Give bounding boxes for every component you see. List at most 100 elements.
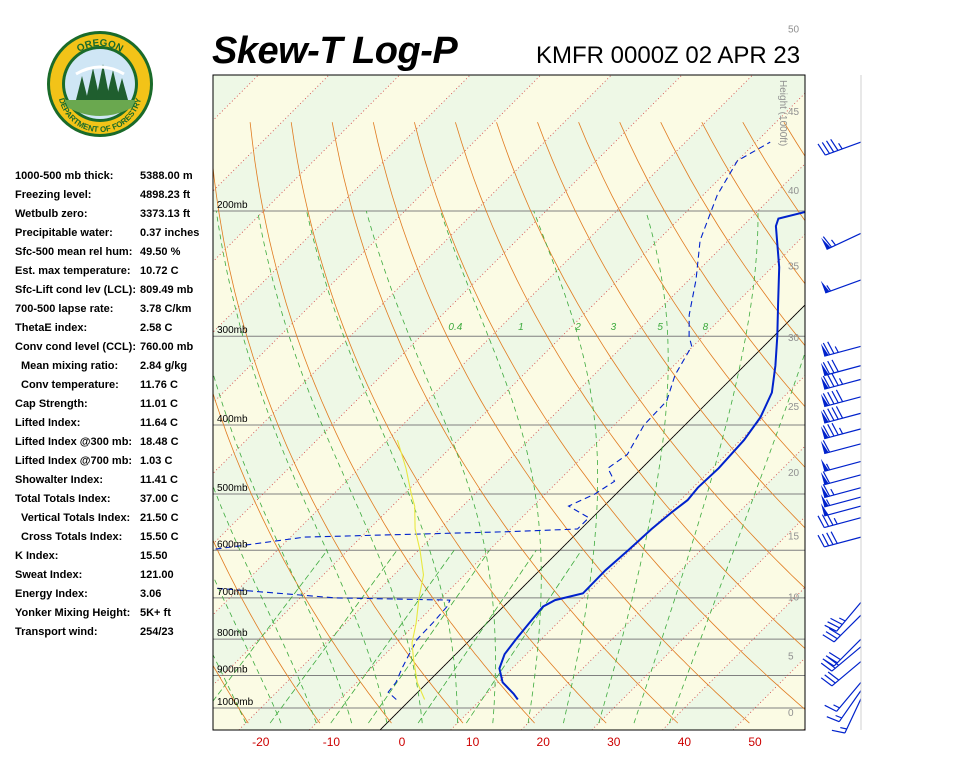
wind-barb-staff [824,428,862,440]
wind-barb-half-flag [833,517,838,525]
zero-isotherm-line [379,304,805,730]
station-time-label: KMFR 0000Z 02 APR 23 [536,42,801,69]
logo-top-text: OREGON [75,38,125,55]
wind-barb-pennant [820,441,829,454]
dry-adiabat-line [213,539,321,724]
isotherm-line [662,586,805,730]
wind-barb-flag [822,236,832,248]
wind-barb-half-flag [835,714,843,719]
index-row: ThetaE index: 2.58 C [15,319,215,338]
index-row: K Index: 15.50 [15,547,215,566]
moist-adiabat-line [440,210,542,724]
wind-barb [820,646,862,672]
index-label: K Index: [15,550,59,562]
wind-barb-flag [822,362,831,375]
wind-barb-half-flag [839,617,846,622]
index-row: Showalter Index: 11.41 C [15,471,215,490]
wind-barb-flag [821,533,830,547]
height-tick-label: 40 [788,186,800,197]
moist-adiabat-line [215,210,388,724]
dry-adiabat-line [825,122,960,723]
wind-barb-flag [828,627,841,637]
wind-barb-pennant [820,343,829,357]
wind-barb-flag [822,409,831,422]
isotherm-line [0,75,47,730]
wind-barb-flag [822,425,831,438]
dry-adiabat-line [578,122,805,468]
dry-adiabat-line [537,122,805,529]
wind-barb-flag [817,143,826,156]
index-value: 11.41 C [140,474,178,486]
temperature-band [874,75,960,730]
index-label: Vertical Totals Index: [21,512,131,524]
mixing-ratio-line [213,550,328,702]
wind-barb-staff [824,487,862,499]
wind-barb-flag [822,440,831,453]
wind-barb-flag [831,359,839,372]
index-label: Sfc-500 mean rel hum: [15,246,133,258]
index-row: Total Totals Index: 37.00 C [15,490,215,509]
wind-barb-staff [831,660,862,687]
wind-barb [820,471,862,486]
dry-adiabat-line [619,122,805,408]
height-tick-label: 5 [788,651,794,662]
temperature-band [213,75,805,686]
wind-barb-staff [833,638,862,667]
wind-barb [820,494,862,508]
index-label: Lifted Index @300 mb: [15,436,133,448]
isobar-label: 900mb [217,664,248,675]
index-value: 49.50 % [140,246,181,258]
x-tick-label: 40 [678,735,692,749]
wind-barb-flag [822,342,831,355]
wind-barb-flag [831,373,839,386]
wind-barb-flag [826,716,840,723]
wind-barb [824,601,862,632]
isobar-label: 500mb [217,483,248,494]
height-tick-label: 10 [788,592,800,603]
wind-barb-staff [831,646,862,672]
x-tick-label: 0 [399,735,406,749]
dry-adiabat-line [455,122,805,650]
wind-barb-flag [830,531,838,544]
isobar-label: 600mb [217,539,248,550]
isotherm-line [450,375,805,730]
wind-barb-half-flag [833,704,840,709]
wind-barb-flag [817,534,825,548]
wind-barb-pennant [821,237,831,250]
index-value: 21.50 C [140,512,179,524]
wind-barb-flag [826,513,834,526]
index-row: 700-500 lapse rate: 3.78 C/km [15,300,215,319]
moist-adiabat-line [213,372,352,724]
wind-barb [817,513,862,529]
index-value: 5388.00 m [140,170,193,182]
wind-barb [822,614,862,643]
wind-barb [820,406,862,424]
wind-barb-half-flag [838,142,843,150]
wind-barb-staff [824,505,862,517]
index-label: Total Totals Index: [15,493,111,505]
mixing-ratio-line [465,550,582,724]
moist-adiabat-line [533,210,599,724]
index-label: Yonker Mixing Height: [15,607,131,619]
wind-barb-staff [826,232,862,250]
index-row: Conv temperature: 11.76 C [15,376,215,395]
index-row: Lifted Index: 11.64 C [15,414,215,433]
wind-barb-flag [827,374,835,387]
wind-barb [817,138,862,156]
wind-barb [820,279,862,294]
wind-barb-staff [824,496,862,508]
isobar-label: 200mb [217,200,248,211]
wind-barb-half-flag [838,378,844,385]
wind-barb-staff [824,460,862,472]
index-label: Wetbulb zero: [15,208,88,220]
wind-barb-flag [831,422,839,436]
index-value: 760.00 mb [140,341,194,353]
dewpoint-line [213,141,771,700]
wind-barb-pennant [820,472,829,485]
wind-barb-flag [817,515,825,528]
svg-text:OREGON: OREGON [75,38,125,55]
isotherm-line [238,163,805,730]
index-value: 37.00 C [140,493,179,505]
mixing-ratio-label: 0.4 [448,322,462,333]
